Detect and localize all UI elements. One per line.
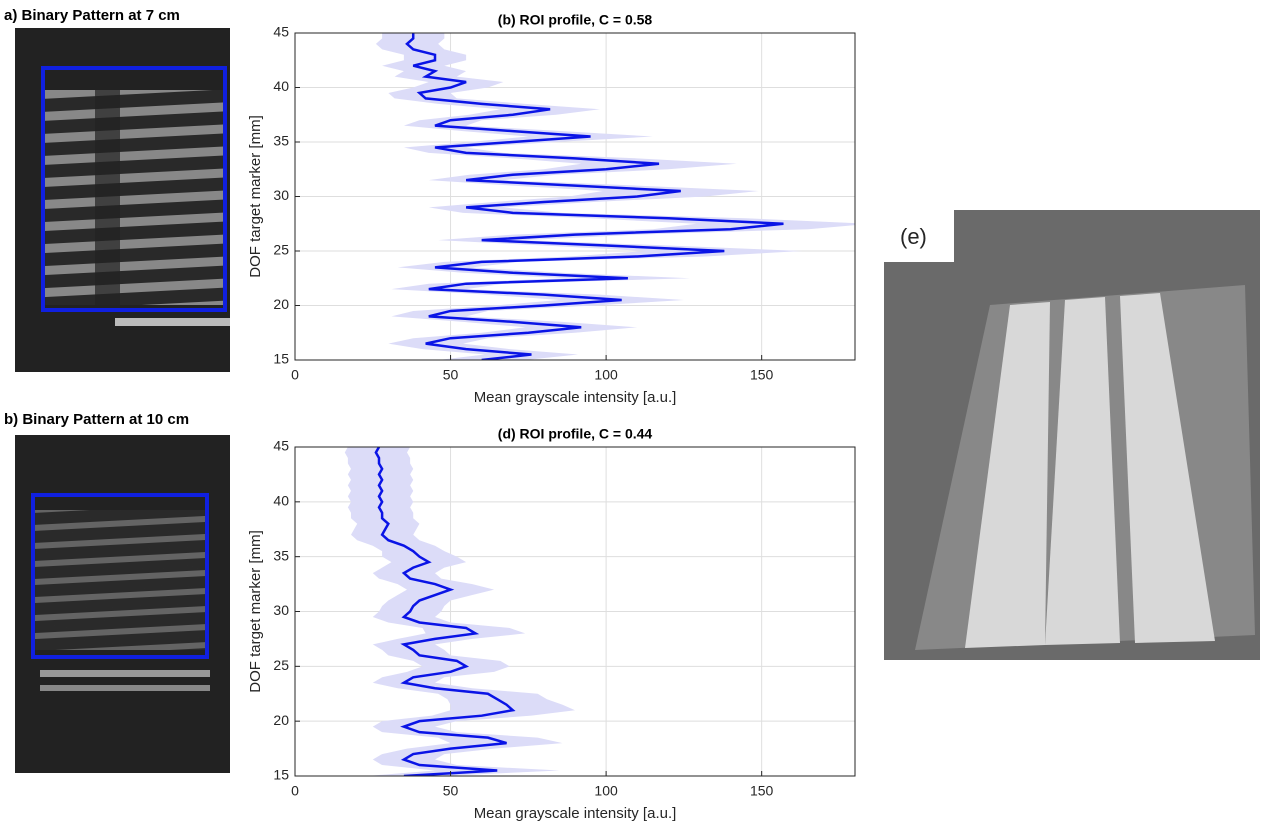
x-tick-label: 0: [291, 783, 299, 799]
image-a-bar: [95, 90, 120, 305]
roi-box: [31, 493, 209, 659]
x-tick-label: 150: [750, 783, 774, 799]
y-tick-label: 35: [273, 133, 289, 149]
label-box: [884, 210, 954, 262]
y-tick-label: 40: [273, 493, 289, 509]
ruler-strip: [1045, 297, 1120, 645]
y-tick-label: 40: [273, 78, 289, 94]
x-tick-label: 50: [443, 367, 459, 383]
std-band: [344, 447, 575, 776]
x-axis-label: Mean grayscale intensity [a.u.]: [474, 805, 677, 822]
image-b-stripe: [40, 670, 210, 677]
y-axis-label: DOF target marker [mm]: [247, 115, 264, 278]
x-tick-label: 50: [443, 783, 459, 799]
y-tick-label: 15: [273, 351, 289, 367]
panel-label: (e): [900, 224, 927, 249]
y-tick-label: 15: [273, 767, 289, 783]
y-tick-label: 20: [273, 296, 289, 312]
y-axis-label: DOF target marker [mm]: [247, 530, 264, 693]
x-tick-label: 0: [291, 367, 299, 383]
image-b-stripe: [40, 685, 210, 691]
y-tick-label: 20: [273, 712, 289, 728]
y-tick-label: 45: [273, 24, 289, 40]
image-b-pattern: [35, 510, 205, 650]
x-tick-label: 100: [594, 783, 618, 799]
panel-label: a) Binary Pattern at 7 cm: [4, 7, 180, 24]
panel-label: b) Binary Pattern at 10 cm: [4, 411, 189, 428]
x-tick-label: 150: [750, 367, 774, 383]
profile-line: [374, 447, 516, 776]
x-tick-label: 100: [594, 367, 618, 383]
y-tick-label: 35: [273, 547, 289, 563]
image-a-stripe: [115, 318, 230, 326]
chart-title: (b) ROI profile, C = 0.58: [498, 12, 653, 28]
y-tick-label: 30: [273, 602, 289, 618]
ruler-strip: [1120, 293, 1215, 643]
y-tick-label: 25: [273, 657, 289, 673]
roi-box: [41, 66, 227, 312]
y-tick-label: 30: [273, 187, 289, 203]
y-tick-label: 25: [273, 242, 289, 258]
std-band: [375, 33, 855, 360]
image-a-pattern: [45, 90, 225, 305]
ruler-strip: [965, 302, 1050, 648]
x-axis-label: Mean grayscale intensity [a.u.]: [474, 389, 677, 406]
y-tick-label: 45: [273, 438, 289, 454]
chart-title: (d) ROI profile, C = 0.44: [498, 426, 653, 442]
profile-line: [405, 33, 784, 360]
